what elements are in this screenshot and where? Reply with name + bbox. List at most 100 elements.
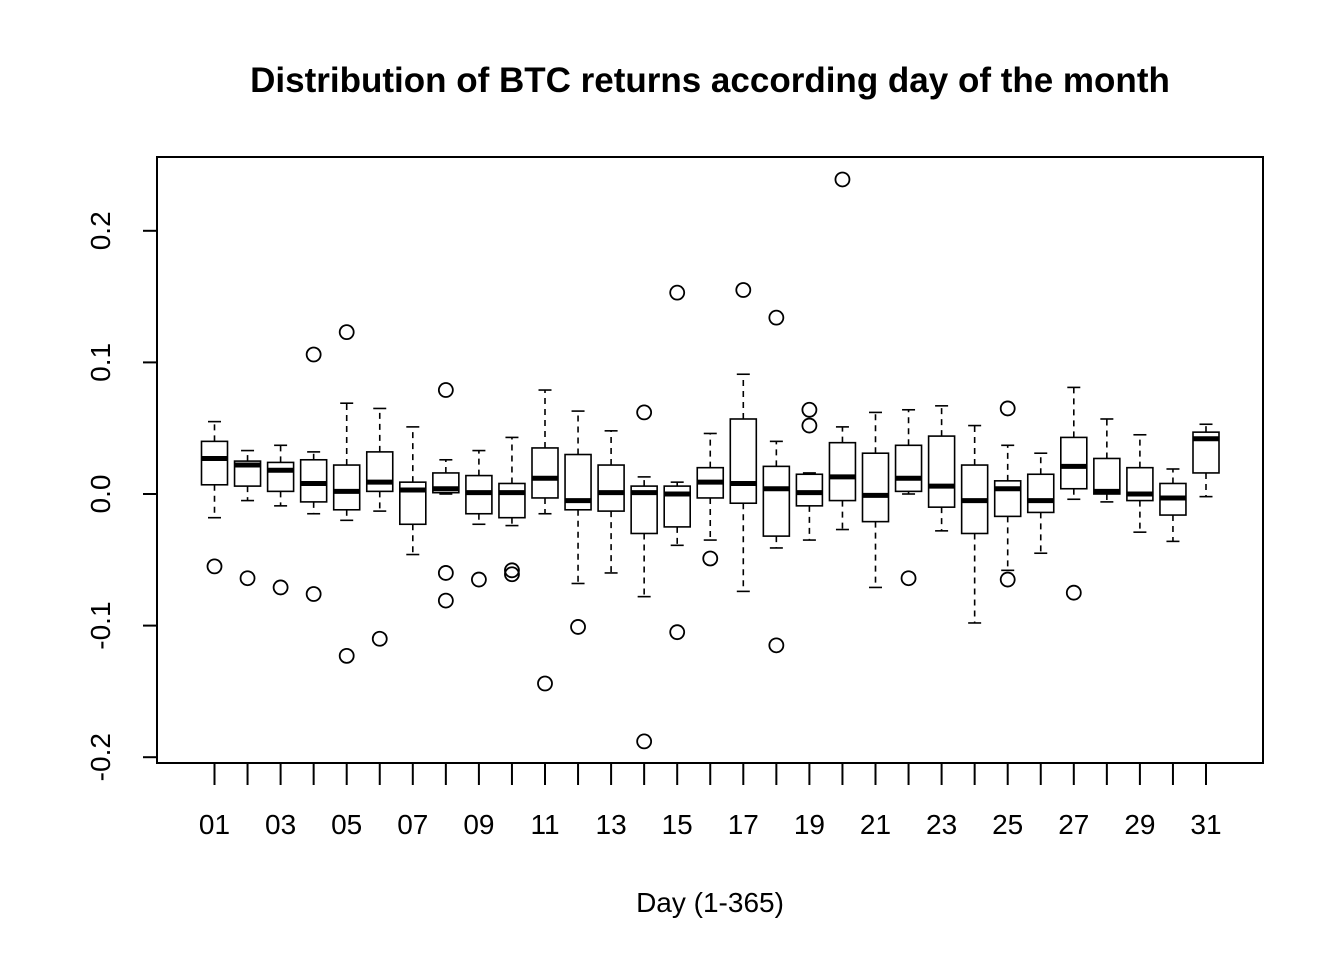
outlier-point — [669, 284, 686, 301]
x-tick-label: 25 — [992, 809, 1023, 840]
box-iqr — [828, 441, 857, 502]
x-tick-label: 03 — [265, 809, 296, 840]
box-day-22 — [894, 408, 923, 587]
outlier-point — [272, 579, 289, 596]
x-tick-label: 07 — [397, 809, 428, 840]
box-day-18 — [762, 309, 791, 654]
outlier-point — [636, 404, 653, 421]
box-day-21 — [861, 411, 890, 589]
outlier-point — [1065, 584, 1082, 601]
outlier-point — [702, 550, 719, 567]
outlier-point — [338, 647, 355, 664]
x-tick-label: 23 — [926, 809, 957, 840]
box-iqr — [762, 465, 791, 537]
outlier-point — [735, 282, 752, 298]
box-iqr — [795, 473, 824, 507]
box-day-13 — [597, 430, 625, 574]
box-iqr — [365, 451, 394, 493]
outlier-point — [206, 558, 223, 575]
box-day-06 — [365, 407, 394, 647]
y-tick-label: 0.0 — [85, 475, 116, 514]
box-day-05 — [332, 324, 361, 664]
x-tick-label: 13 — [596, 809, 627, 840]
outlier-point — [999, 571, 1016, 588]
x-tick-label: 19 — [794, 809, 825, 840]
outlier-point — [437, 382, 454, 398]
box-day-23 — [927, 405, 956, 532]
box-day-03 — [266, 444, 295, 596]
box-iqr — [266, 461, 295, 493]
x-tick-label: 29 — [1124, 809, 1155, 840]
box-day-30 — [1159, 468, 1187, 543]
outlier-point — [239, 570, 256, 587]
y-tick-label: 0.1 — [85, 343, 116, 382]
box-day-07 — [398, 426, 427, 556]
outlier-point — [305, 346, 322, 363]
outlier-point — [768, 637, 785, 654]
box-day-20 — [828, 171, 857, 531]
box-iqr — [1093, 457, 1121, 495]
outlier-point — [834, 171, 851, 188]
box-day-15 — [663, 284, 692, 641]
outlier-point — [636, 733, 653, 750]
outlier-point — [504, 562, 520, 579]
box-day-26 — [1026, 452, 1055, 555]
box-day-29 — [1126, 433, 1154, 533]
x-tick-label: 31 — [1190, 809, 1221, 840]
chart-title: Distribution of BTC returns according da… — [250, 61, 1170, 100]
box-day-12 — [564, 410, 592, 635]
box-day-14 — [630, 404, 658, 750]
box-series — [200, 171, 1220, 750]
box-day-25 — [993, 400, 1022, 588]
box-day-16 — [696, 432, 725, 567]
outlier-point — [999, 400, 1016, 417]
box-iqr — [993, 480, 1022, 518]
box-day-27 — [1060, 386, 1088, 601]
box-iqr — [894, 444, 923, 493]
y-tick-label: -0.1 — [85, 601, 116, 649]
y-axis: -0.2 -0.1 0.0 0.1 0.2 — [85, 211, 158, 781]
outlier-point — [437, 565, 454, 581]
box-iqr — [332, 464, 361, 511]
outlier-point — [900, 570, 917, 587]
outlier-point — [371, 630, 388, 647]
box-day-09 — [465, 449, 493, 588]
box-iqr — [861, 452, 890, 523]
outlier-point — [470, 571, 487, 588]
box-iqr — [200, 440, 229, 486]
box-iqr — [597, 464, 625, 512]
outlier-point — [801, 417, 818, 434]
outlier-point — [570, 619, 586, 635]
box-day-17 — [729, 282, 758, 593]
box-day-28 — [1093, 418, 1121, 503]
box-day-01 — [200, 420, 229, 575]
box-iqr — [1026, 473, 1055, 514]
box-iqr — [299, 458, 328, 503]
box-day-11 — [531, 389, 559, 692]
box-iqr — [927, 435, 956, 508]
box-day-08 — [432, 382, 460, 609]
outlier-point — [768, 309, 785, 326]
box-iqr — [498, 482, 526, 519]
x-tick-label: 17 — [728, 809, 759, 840]
x-tick-label: 21 — [860, 809, 891, 840]
outlier-point — [669, 624, 686, 641]
box-day-24 — [960, 424, 989, 624]
outlier-point — [305, 586, 322, 602]
box-iqr — [729, 418, 758, 505]
x-tick-label: 11 — [530, 809, 559, 840]
box-iqr — [1060, 436, 1088, 490]
x-axis: 01 03 05 07 09 11 13 15 17 19 21 23 25 27 29 31 — [199, 762, 1222, 840]
box-day-04 — [299, 346, 328, 602]
x-tick-label: 01 — [199, 809, 230, 840]
box-day-10 — [498, 436, 526, 583]
x-tick-label: 05 — [331, 809, 362, 840]
x-tick-label: 09 — [463, 809, 494, 840]
x-tick-label: 27 — [1058, 809, 1089, 840]
y-tick-label: -0.2 — [85, 733, 116, 781]
outlier-point — [437, 592, 454, 609]
outlier-point — [801, 401, 818, 418]
outlier-point — [504, 566, 520, 583]
outlier-point — [537, 675, 553, 692]
